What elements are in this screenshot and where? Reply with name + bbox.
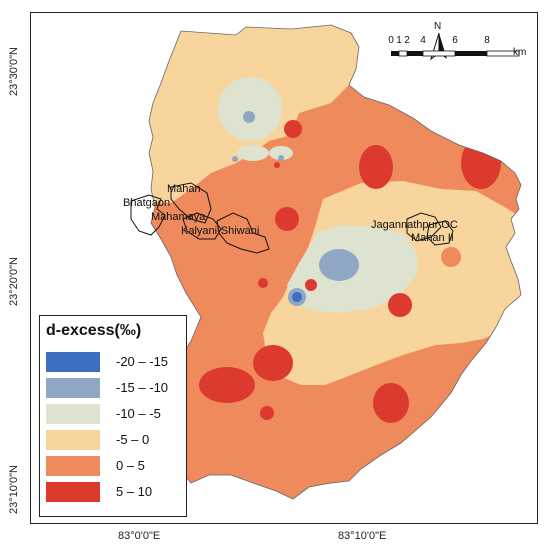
legend-label: -20 – -15 (116, 354, 169, 369)
zone-5-10-f (253, 345, 293, 381)
legend-item: -10 – -5 (46, 404, 182, 426)
legend-swatch (46, 430, 100, 450)
map-canvas (130, 24, 522, 500)
zone-neg10-neg5-north-b (237, 145, 269, 161)
zone-neg20-neg15 (292, 292, 302, 302)
zone-neg15-neg10-north (243, 111, 255, 123)
mine-outline-bhatgaon (130, 194, 166, 236)
zone-5-10-b (359, 145, 393, 189)
mine-outline-mahan-ii (426, 220, 454, 246)
place-label-jagannathpur: Jagannathpur OC (371, 219, 458, 231)
legend-swatch (46, 404, 100, 424)
zone-5-10-e (388, 293, 412, 317)
mine-outline-mahan (170, 182, 212, 224)
zone-0-5-east (441, 247, 461, 267)
legend-swatch (46, 456, 100, 476)
lon-label-right: 83°10'0"E (338, 530, 387, 542)
zone-neg15-neg10-dot (232, 156, 238, 162)
lat-label-bottom: 23°10'0"N (8, 465, 20, 514)
legend-item: -20 – -15 (46, 352, 182, 374)
lon-label-left: 83°0'0"E (118, 530, 161, 542)
north-label: N (434, 21, 442, 32)
place-label-mahamaya: Mahamaya (151, 211, 206, 223)
zone-5-10-i (373, 383, 409, 423)
zone-5-10-j (305, 279, 317, 291)
scale-tick-8: 8 (484, 35, 490, 46)
region-boundary (148, 24, 522, 500)
scale-tick-0: 0 (388, 35, 394, 46)
scale-unit: km (513, 47, 527, 58)
legend-item: 0 – 5 (46, 456, 182, 478)
zone-neg10-neg5-north (218, 77, 282, 141)
scale-bar: 0 1 2 4 6 8 km (388, 33, 529, 73)
mine-outline-kalyani-shiwani (216, 212, 270, 254)
zone-5-10-a (284, 120, 302, 138)
legend-swatch (46, 352, 100, 372)
legend-label: 5 – 10 (116, 484, 153, 499)
lat-label-mid: 23°20'0"N (8, 257, 20, 306)
legend-label: 0 – 5 (116, 458, 145, 473)
zone-5-10-d (275, 207, 299, 231)
scale-tick-6: 6 (452, 35, 458, 46)
legend: d-excess(‰) -20 – -15 -15 – -10 -10 – -5… (39, 315, 187, 517)
legend-item: -5 – 0 (46, 430, 182, 452)
place-label-bhatgaon: Bhatgaon (123, 197, 171, 209)
scale-bar-graphic (391, 50, 520, 57)
legend-item: 5 – 10 (46, 482, 182, 504)
zone-neg10-neg5-north-c (269, 146, 293, 160)
scale-tick-1: 1 (396, 35, 402, 46)
mine-outline-jagannathpur (406, 212, 442, 242)
legend-item: -15 – -10 (46, 378, 182, 400)
place-label-kalyani-shiwani: Kalyani-Shiwani (181, 225, 260, 237)
legend-label: -5 – 0 (116, 432, 150, 447)
legend-title: d-excess(‰) (46, 322, 142, 339)
legend-label: -15 – -10 (116, 380, 169, 395)
legend-swatch (46, 378, 100, 398)
zone-5-10-g (199, 367, 255, 403)
scale-tick-4: 4 (420, 35, 426, 46)
zone-5-10-h (260, 406, 274, 420)
mine-outline-mahamaya (182, 212, 222, 240)
place-label-mahan-ii: Mahan II (411, 232, 454, 244)
zone-neg15-neg10-dot-b (278, 155, 284, 161)
place-label-mahan: Mahan (167, 183, 201, 195)
legend-swatch (46, 482, 100, 502)
lat-label-top: 23°30'0"N (8, 47, 20, 96)
zone-5-10-c (461, 137, 501, 189)
zone-neg15-neg10-central (319, 249, 359, 281)
zone-5-10-k (258, 278, 268, 288)
zone-5-10-l (274, 162, 280, 168)
scale-tick-2: 2 (404, 35, 410, 46)
map-frame: Mahan Bhatgaon Mahamaya Kalyani-Shiwani … (30, 12, 538, 524)
legend-label: -10 – -5 (116, 406, 161, 421)
